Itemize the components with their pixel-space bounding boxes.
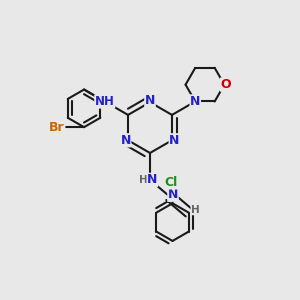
Text: H: H (191, 205, 200, 215)
Text: Br: Br (49, 121, 64, 134)
Text: O: O (220, 78, 231, 91)
Text: NH: NH (95, 95, 115, 108)
Text: N: N (190, 95, 200, 108)
Text: N: N (147, 173, 158, 186)
Text: Cl: Cl (164, 176, 178, 189)
Text: N: N (169, 134, 180, 147)
Text: N: N (120, 134, 131, 147)
Text: N: N (168, 188, 178, 201)
Text: H: H (139, 175, 148, 185)
Text: N: N (145, 94, 155, 107)
